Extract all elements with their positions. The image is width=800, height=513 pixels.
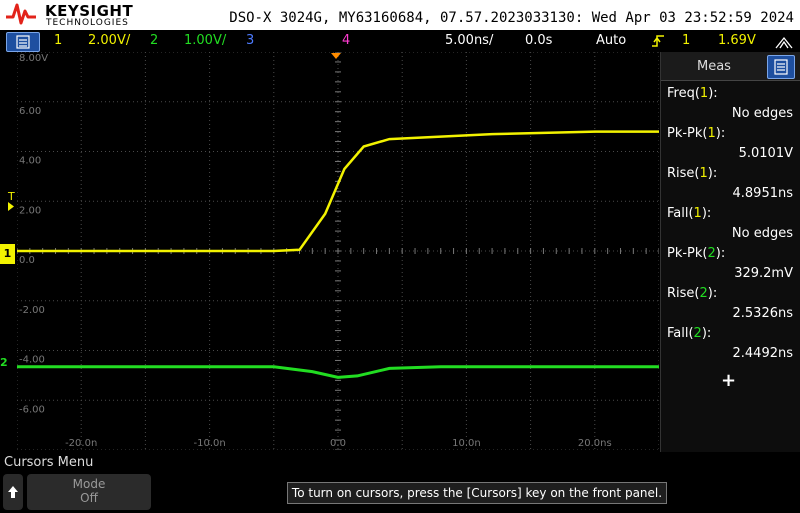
trigger-level[interactable]: 1.69V	[718, 33, 756, 48]
ch2-ground-marker[interactable]: 2	[0, 356, 8, 369]
measurement-label: Freq(1):	[667, 86, 718, 101]
x-tick-label: 10.0n	[452, 438, 481, 449]
ch3-number[interactable]: 3	[246, 33, 255, 48]
measurement-value: No edges	[731, 226, 793, 241]
measurement-channel: 1	[707, 126, 716, 141]
up-arrow-icon	[8, 486, 18, 498]
measurement-channel: 1	[699, 166, 708, 181]
y-tick-label: -4.00	[19, 355, 45, 366]
ch2-number[interactable]: 2	[150, 33, 159, 48]
instrument-title: DSO-X 3024G, MY63160684, 07.57.202303313…	[229, 10, 794, 26]
time-delay[interactable]: 0.0s	[525, 33, 553, 48]
y-tick-label: 8.00V	[19, 53, 48, 64]
ch4-number[interactable]: 4	[342, 33, 351, 48]
y-tick-label: 4.00	[19, 156, 41, 167]
y-tick-label: -2.00	[19, 305, 45, 316]
y-tick-label: 2.00	[19, 205, 41, 216]
brand-name: KEYSIGHT	[45, 2, 134, 20]
measurement-label: Pk-Pk(2):	[667, 246, 726, 261]
measurements-menu-button[interactable]	[767, 55, 795, 79]
status-bar: 1 2.00V/ 2 1.00V/ 3 4 5.00ns/ 0.0s Auto …	[0, 30, 800, 52]
measurement-item[interactable]: Freq(1): No edges	[661, 86, 800, 126]
keysight-wave-icon	[6, 3, 36, 25]
brand-subtitle: TECHNOLOGIES	[46, 18, 129, 28]
measurement-value: 2.4492ns	[732, 346, 794, 361]
ch1-ground-marker[interactable]: 1	[0, 244, 15, 264]
measurement-item[interactable]: Pk-Pk(1): 5.0101V	[661, 126, 800, 166]
measurement-item[interactable]: Pk-Pk(2): 329.2mV	[661, 246, 800, 286]
mode-softkey-value: Off	[80, 491, 98, 505]
main-menu-button[interactable]	[6, 32, 40, 52]
measurement-value: 5.0101V	[738, 146, 793, 161]
measurements-title: Meas	[697, 59, 731, 74]
back-button[interactable]	[3, 474, 23, 510]
waveform-display[interactable]: 8.00V 6.00 4.00 2.00 0.0 -2.00 -4.00 -6.00 -20.…	[17, 52, 659, 450]
x-tick-label: -20.0n	[65, 438, 97, 449]
measurement-channel: 2	[699, 286, 708, 301]
ch1-waveform	[17, 130, 659, 253]
add-measurement-button[interactable]: +	[721, 370, 737, 391]
trigger-position-marker	[331, 53, 341, 59]
measurement-item[interactable]: Rise(2): 2.5326ns	[661, 286, 800, 326]
measurement-label: Rise(1):	[667, 166, 718, 181]
measurement-channel: 2	[693, 326, 702, 341]
ch2-scale[interactable]: 1.00V/	[184, 33, 227, 48]
measurement-value: 4.8951ns	[732, 186, 794, 201]
measurement-value: 329.2mV	[734, 266, 793, 281]
keysight-logo: KEYSIGHT TECHNOLOGIES	[5, 1, 135, 29]
y-tick-label: 0.0	[19, 255, 35, 266]
timebase-scale[interactable]: 5.00ns/	[445, 33, 494, 48]
mode-softkey[interactable]: Mode Off	[27, 474, 151, 510]
trigger-mode[interactable]: Auto	[596, 33, 627, 48]
trigger-source[interactable]: 1	[682, 33, 691, 48]
measurement-item[interactable]: Fall(1): No edges	[661, 206, 800, 246]
network-icon	[775, 36, 793, 49]
measurements-header: Meas	[661, 52, 800, 81]
header-bar: KEYSIGHT TECHNOLOGIES DSO-X 3024G, MY631…	[0, 0, 800, 30]
measurement-label: Fall(2):	[667, 326, 712, 341]
measurement-channel: 2	[707, 246, 716, 261]
measurement-label: Fall(1):	[667, 206, 712, 221]
measurements-panel: Meas Freq(1): No edges Pk-Pk(1): 5.0101V Ris…	[660, 52, 800, 452]
cursor-hint-message: To turn on cursors, press the [Cursors] …	[287, 482, 667, 504]
softkey-bar: Cursors Menu Mode Off To turn on cursors…	[0, 452, 800, 512]
x-tick-label: 0.0	[330, 438, 346, 449]
measurement-channel: 1	[693, 206, 702, 221]
menu-icon	[774, 59, 788, 75]
measurement-value: No edges	[731, 106, 793, 121]
y-tick-label: -6.00	[19, 404, 45, 415]
x-tick-label: -10.0n	[193, 438, 225, 449]
mode-softkey-label: Mode	[72, 477, 106, 491]
measurement-item[interactable]: Rise(1): 4.8951ns	[661, 166, 800, 206]
measurement-label: Rise(2):	[667, 286, 718, 301]
ch1-number[interactable]: 1	[54, 33, 63, 48]
measurement-channel: 1	[699, 86, 709, 101]
ch2-waveform	[17, 365, 659, 379]
menu-icon	[16, 35, 30, 49]
y-tick-label: 6.00	[19, 106, 41, 117]
measurement-item[interactable]: Fall(2): 2.4492ns	[661, 326, 800, 366]
softkey-menu-title: Cursors Menu	[4, 455, 94, 470]
ch1-scale[interactable]: 2.00V/	[88, 33, 131, 48]
trigger-level-marker[interactable]: T	[0, 190, 16, 211]
x-tick-label: 20.0ns	[578, 438, 612, 449]
measurement-value: 2.5326ns	[732, 306, 794, 321]
rising-edge-icon	[652, 35, 664, 47]
measurement-label: Pk-Pk(1):	[667, 126, 726, 141]
